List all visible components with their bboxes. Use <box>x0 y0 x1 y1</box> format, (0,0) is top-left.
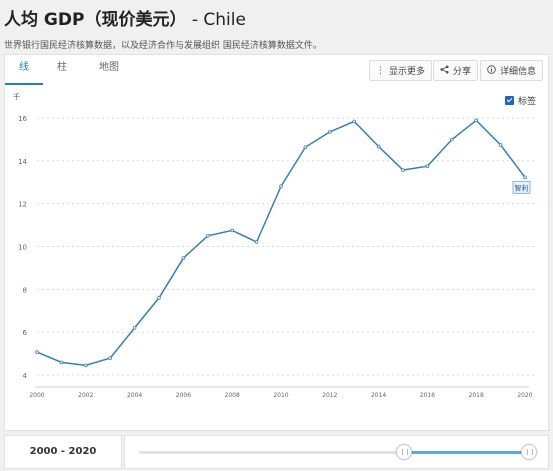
data-point <box>108 356 112 360</box>
y-tick-label: 8 <box>23 286 27 294</box>
data-point <box>449 137 454 142</box>
x-tick-label: 2016 <box>420 392 435 399</box>
y-unit-label: 千 <box>13 92 20 101</box>
series-end-label-box <box>512 180 531 194</box>
x-tick-label: 2004 <box>127 392 142 399</box>
data-point <box>498 143 503 147</box>
y-tick-label: 12 <box>18 201 27 209</box>
y-tick-label: 14 <box>18 158 27 166</box>
slider-track[interactable] <box>139 451 529 454</box>
checkbox-checked-icon[interactable] <box>504 96 514 105</box>
range-slider <box>124 435 549 469</box>
data-point <box>254 240 259 244</box>
tab-line[interactable]: 线 <box>5 55 43 85</box>
x-tick-label: 2000 <box>29 392 44 399</box>
chart-tabs: 线 柱 地图 <box>5 55 137 85</box>
slider-fill <box>404 451 529 454</box>
chart-card: 线 柱 地图 ⋮ 显示更多 分享 详细信息 标签 千 4 6 8 10 12 14 16 200… <box>4 54 549 431</box>
data-point <box>59 360 64 365</box>
info-icon <box>487 64 496 77</box>
slider-end-handle[interactable] <box>521 444 537 460</box>
x-tick-label: 2008 <box>225 392 240 399</box>
data-point <box>157 296 161 300</box>
label-toggle[interactable]: 标签 <box>504 94 536 107</box>
data-point <box>474 118 479 123</box>
data-point <box>327 130 332 134</box>
line-chart: 千 4 6 8 10 12 14 16 2000 2002 2004 2006 2008 2010 2012… <box>13 92 535 399</box>
series-line <box>36 119 526 367</box>
data-point <box>425 164 430 168</box>
data-point <box>230 228 235 233</box>
data-point <box>84 363 88 368</box>
show-more-label: 显示更多 <box>389 67 426 77</box>
tab-map[interactable]: 地图 <box>99 62 119 73</box>
series-end-label: 智利 <box>515 183 529 192</box>
show-more-button[interactable]: ⋮ 显示更多 <box>369 60 433 81</box>
x-tick-label: 2010 <box>273 392 288 399</box>
title-country: - Chile <box>186 10 246 30</box>
tab-bar[interactable]: 柱 <box>57 62 67 73</box>
x-tick-label: 2014 <box>371 392 386 399</box>
data-point <box>206 233 210 238</box>
more-vertical-icon: ⋮ <box>376 65 385 76</box>
source-note: 世界银行国民经济核算数据，以及经济合作与发展组织 国民经济核算数据文件。 <box>4 41 322 51</box>
data-point <box>35 350 39 354</box>
data-point <box>279 184 283 189</box>
page-title: 人均 GDP（现价美元） - Chile <box>4 5 246 30</box>
share-icon <box>440 64 449 77</box>
data-point <box>181 256 186 260</box>
label-toggle-text: 标签 <box>517 97 536 107</box>
time-range-bar: 2000 - 2020 <box>4 435 549 469</box>
y-tick-label: 4 <box>23 372 28 380</box>
details-button[interactable]: 详细信息 <box>480 60 544 81</box>
range-label: 2000 - 2020 <box>4 435 122 469</box>
data-point <box>303 145 308 149</box>
data-point <box>523 175 527 180</box>
data-point <box>352 119 357 124</box>
share-label: 分享 <box>453 67 472 77</box>
x-tick-label: 2012 <box>322 392 337 399</box>
title-indicator: 人均 GDP（现价美元） <box>4 10 187 30</box>
x-tick-label: 2018 <box>469 392 484 399</box>
x-tick-label: 2020 <box>517 392 532 399</box>
x-tick-label: 2006 <box>176 392 191 399</box>
share-button[interactable]: 分享 <box>433 60 479 81</box>
details-label: 详细信息 <box>500 67 537 77</box>
y-tick-label: 6 <box>23 329 28 337</box>
slider-start-handle[interactable] <box>396 444 413 460</box>
y-tick-label: 10 <box>18 244 27 252</box>
data-point <box>376 144 381 149</box>
y-tick-label: 16 <box>18 115 27 123</box>
data-point <box>401 168 405 172</box>
data-point <box>132 326 137 330</box>
x-tick-label: 2002 <box>78 392 93 399</box>
